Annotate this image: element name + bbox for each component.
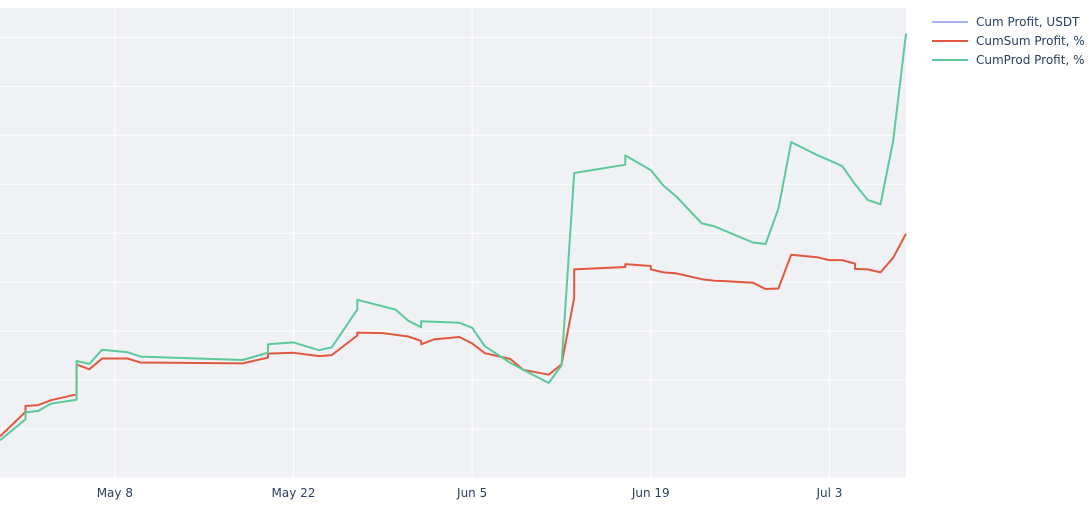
x-tick-label: Jun 19 [631,486,670,500]
legend-label: CumProd Profit, % [976,53,1084,67]
x-axis-ticks: May 8 May 22 Jun 5 Jun 19 Jul 3 [97,486,843,500]
x-tick-label: Jun 5 [456,486,487,500]
legend-item[interactable]: CumSum Profit, % [932,34,1085,48]
series-line-cumprod-profit [0,33,907,442]
series-line-cumsum-profit [0,233,907,438]
legend-item[interactable]: Cum Profit, USDT [932,15,1080,29]
x-tick-label: Jul 3 [815,486,842,500]
legend-label: Cum Profit, USDT [976,15,1080,29]
series-lines [0,33,907,442]
x-tick-label: May 8 [97,486,133,500]
legend-item[interactable]: CumProd Profit, % [932,53,1084,67]
legend: Cum Profit, USDT CumSum Profit, % CumProd … [932,15,1085,67]
plot-background [0,8,906,478]
legend-label: CumSum Profit, % [976,34,1085,48]
x-tick-label: May 22 [272,486,316,500]
grid [0,8,906,479]
